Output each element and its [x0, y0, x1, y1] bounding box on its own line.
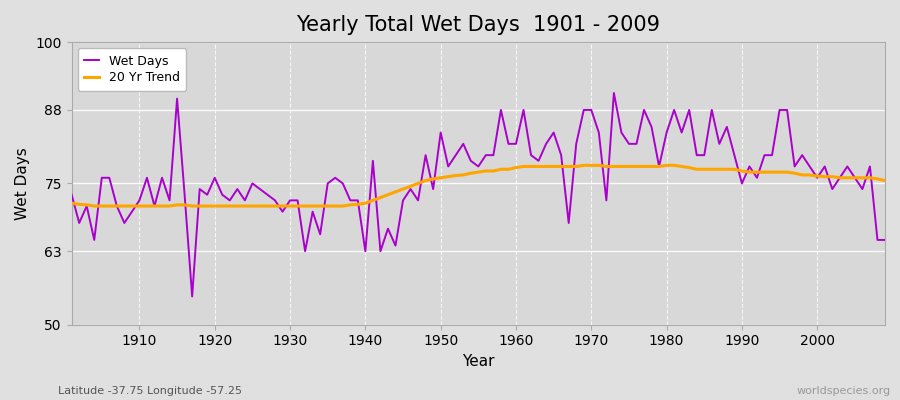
Line: 20 Yr Trend: 20 Yr Trend	[72, 165, 885, 206]
20 Yr Trend	[300, 204, 310, 208]
20 Yr Trend	[510, 165, 521, 170]
Line: Wet Days: Wet Days	[72, 93, 885, 296]
Wet Days	[300, 249, 310, 254]
Wet Days	[67, 192, 77, 197]
Legend: Wet Days, 20 Yr Trend: Wet Days, 20 Yr Trend	[78, 48, 186, 91]
20 Yr Trend	[89, 204, 100, 208]
Wet Days	[345, 198, 356, 203]
20 Yr Trend	[616, 164, 626, 169]
20 Yr Trend	[518, 164, 529, 169]
20 Yr Trend	[345, 202, 356, 207]
Wet Days	[186, 294, 197, 299]
Title: Yearly Total Wet Days  1901 - 2009: Yearly Total Wet Days 1901 - 2009	[296, 15, 661, 35]
20 Yr Trend	[134, 204, 145, 208]
Wet Days	[127, 209, 138, 214]
X-axis label: Year: Year	[462, 354, 495, 369]
Wet Days	[879, 238, 890, 242]
20 Yr Trend	[879, 178, 890, 183]
Wet Days	[608, 90, 619, 95]
Wet Days	[518, 108, 529, 112]
20 Yr Trend	[67, 201, 77, 206]
Wet Days	[616, 130, 626, 135]
20 Yr Trend	[579, 163, 590, 168]
Wet Days	[510, 142, 521, 146]
Text: Latitude -37.75 Longitude -57.25: Latitude -37.75 Longitude -57.25	[58, 386, 242, 396]
Text: worldspecies.org: worldspecies.org	[796, 386, 891, 396]
Y-axis label: Wet Days: Wet Days	[15, 147, 30, 220]
